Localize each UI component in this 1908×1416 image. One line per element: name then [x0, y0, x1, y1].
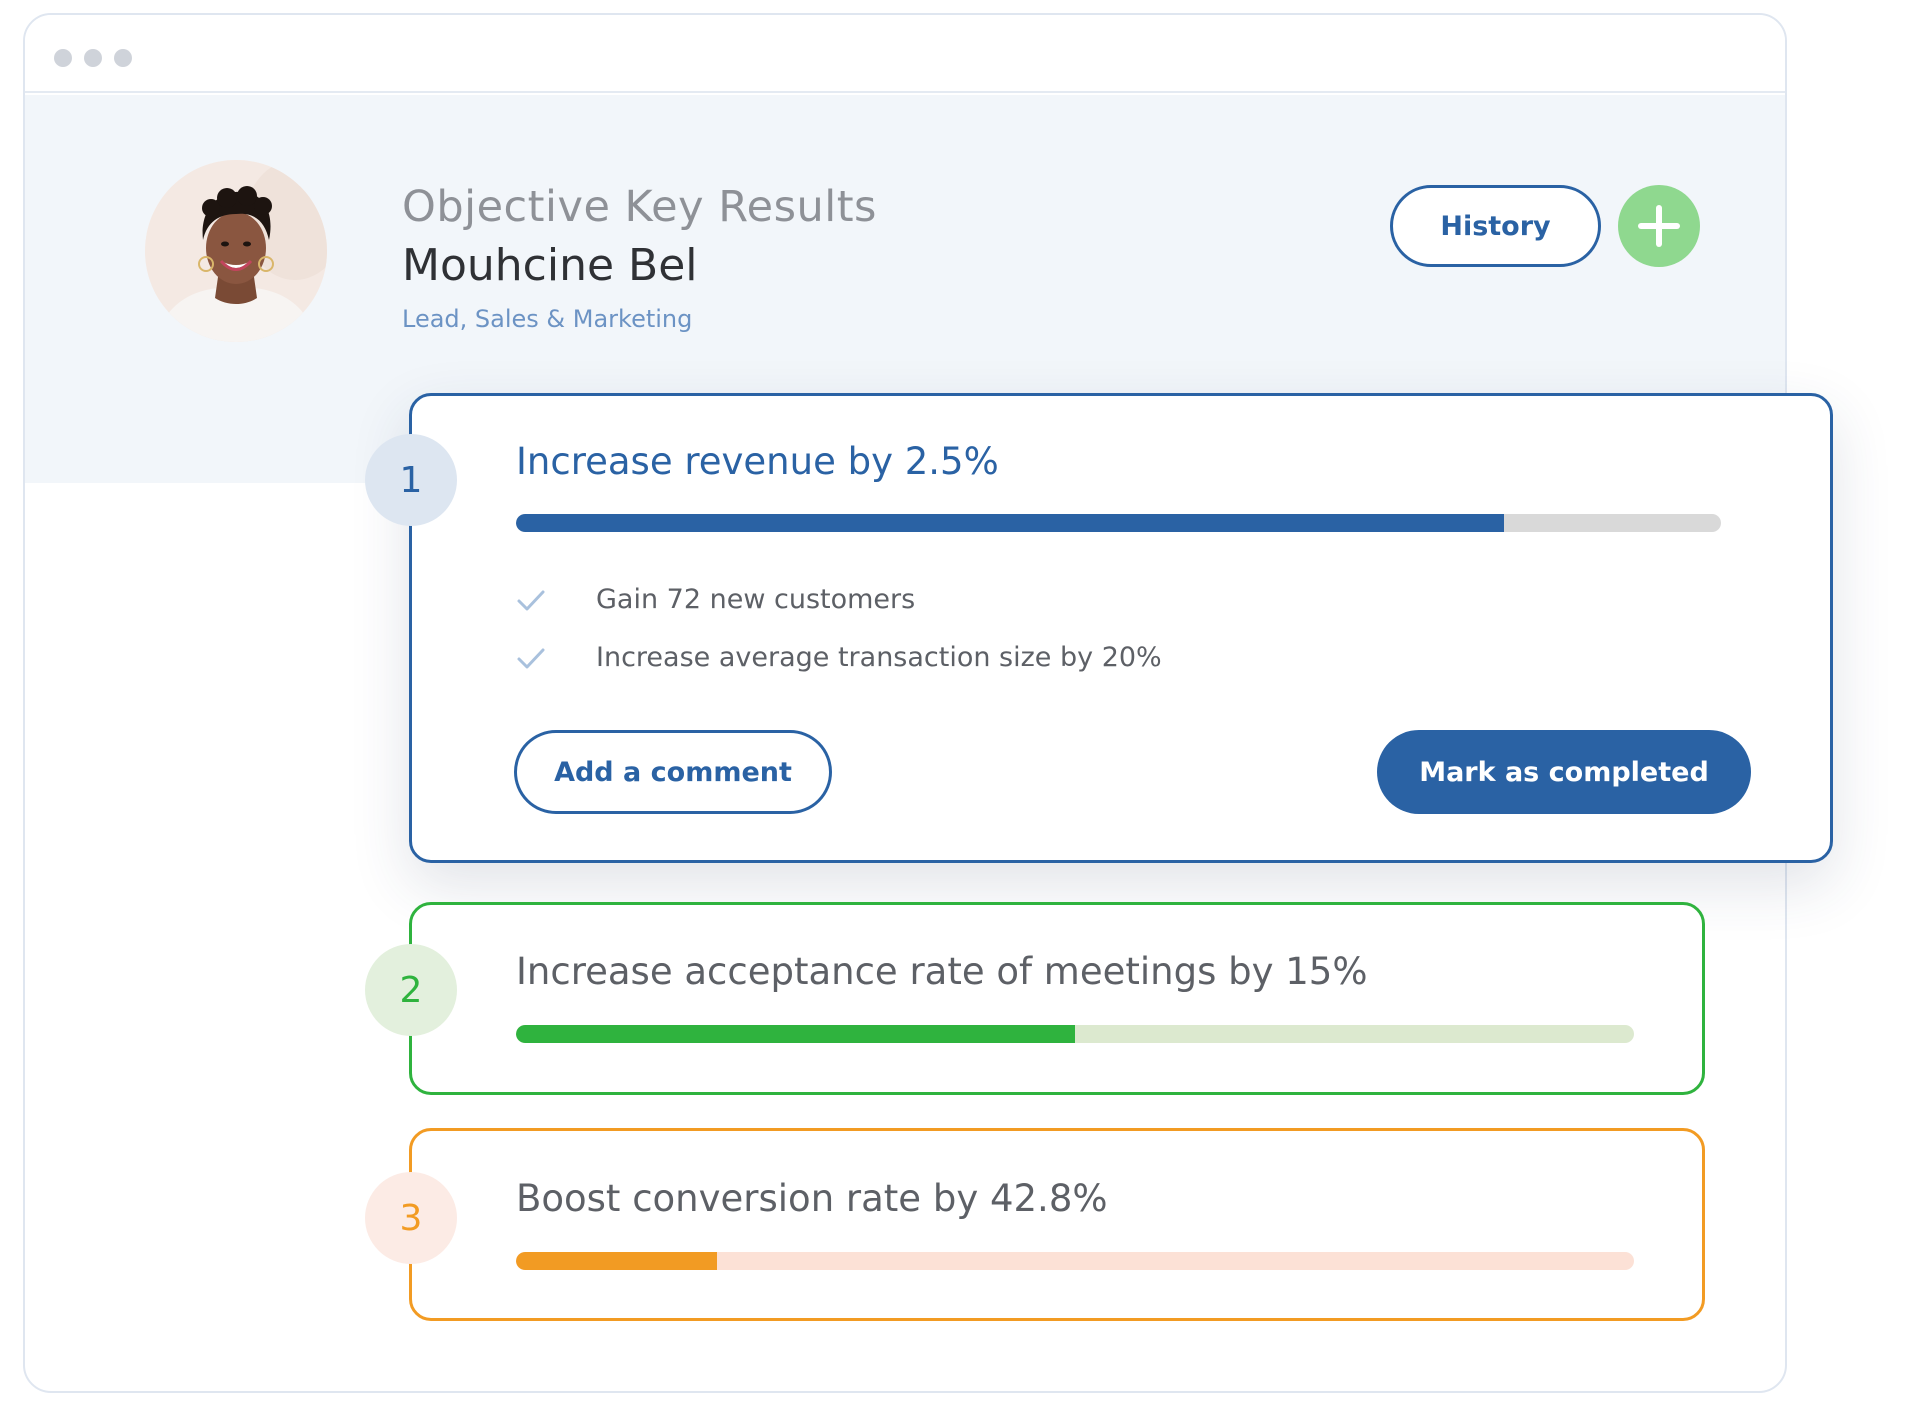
key-result-label: Gain 72 new customers	[596, 584, 916, 615]
key-result-item: Gain 72 new customers	[516, 584, 915, 615]
progress-fill	[516, 1252, 718, 1270]
add-objective-button[interactable]	[1618, 185, 1700, 267]
objective-progress-bar	[516, 514, 1721, 532]
person-role: Lead, Sales & Marketing	[402, 305, 693, 333]
progress-fill	[516, 514, 1505, 532]
plus-icon	[1638, 205, 1680, 247]
objective-title[interactable]: Boost conversion rate by 42.8%	[516, 1177, 1108, 1220]
window-titlebar	[25, 15, 1785, 93]
avatar-portrait-icon	[145, 160, 327, 342]
objective-number-badge: 3	[365, 1172, 457, 1264]
window-dot-icon[interactable]	[54, 49, 72, 67]
page-title: Objective Key Results	[402, 182, 877, 232]
mark-as-completed-button[interactable]: Mark as completed	[1377, 730, 1751, 814]
window-dot-icon[interactable]	[84, 49, 102, 67]
objective-progress-bar	[516, 1025, 1634, 1043]
check-icon	[517, 590, 545, 610]
window-controls	[54, 49, 132, 67]
objective-card-2[interactable]	[409, 902, 1705, 1095]
objective-title[interactable]: Increase revenue by 2.5%	[516, 440, 999, 483]
progress-fill	[516, 1025, 1075, 1043]
objective-number-badge: 2	[365, 944, 457, 1036]
objective-title[interactable]: Increase acceptance rate of meetings by …	[516, 950, 1368, 993]
key-result-label: Increase average transaction size by 20%	[596, 642, 1162, 673]
avatar	[145, 160, 327, 342]
window-dot-icon[interactable]	[114, 49, 132, 67]
key-result-item: Increase average transaction size by 20%	[516, 642, 1162, 673]
add-comment-button[interactable]: Add a comment	[514, 730, 832, 814]
person-name: Mouhcine Bel	[402, 240, 698, 291]
objective-progress-bar	[516, 1252, 1634, 1270]
objective-number-badge: 1	[365, 434, 457, 526]
objective-card-3[interactable]	[409, 1128, 1705, 1321]
check-icon	[517, 648, 545, 668]
history-button[interactable]: History	[1390, 185, 1601, 267]
